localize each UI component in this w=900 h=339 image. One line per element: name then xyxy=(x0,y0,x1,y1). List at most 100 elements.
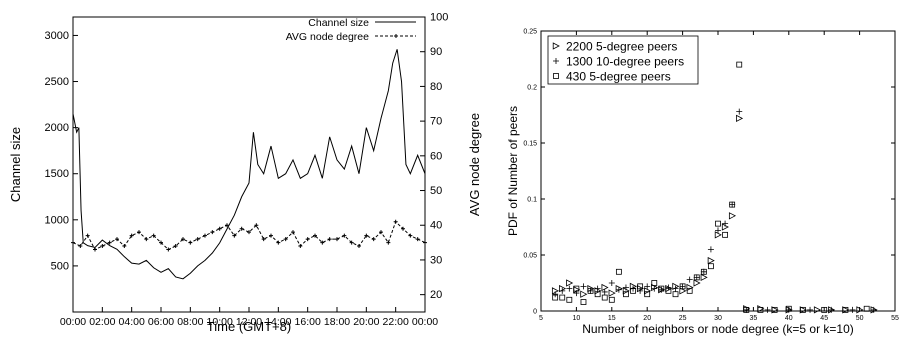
right-y-tick-label: 50 xyxy=(430,185,442,197)
right-y-tick-label: 90 xyxy=(430,46,442,58)
point-1300-10-degree xyxy=(601,288,608,295)
scatter-y-tick-label: 0.2 xyxy=(527,85,537,92)
avg-node-degree-point xyxy=(107,240,112,245)
avg-node-degree-point xyxy=(364,233,369,238)
left-y-tick-label: 2500 xyxy=(45,76,69,88)
point-1300-10-degree xyxy=(715,227,721,234)
point-430-5-degree xyxy=(580,299,587,305)
scatter-y-tick-label: 0.1 xyxy=(527,197,537,204)
point-1300-10-degree xyxy=(608,280,615,286)
point-1300-10-degree xyxy=(622,284,629,291)
point-1300-10-degree xyxy=(700,268,707,275)
point-430-5-degree xyxy=(757,306,764,313)
point-430-5-degree xyxy=(615,268,622,275)
point-430-5-degree xyxy=(800,306,806,313)
scatter-y-tick-label: 0.15 xyxy=(523,141,537,148)
legend-marker-plus xyxy=(553,58,559,64)
scatter-x-tick-label: 50 xyxy=(856,315,864,322)
avg-node-degree-point xyxy=(371,237,376,242)
right-y-tick-label: 40 xyxy=(430,220,442,232)
scatter-x-tick-label: 55 xyxy=(891,315,899,322)
point-2200-5-degree xyxy=(608,289,616,297)
avg-node-degree-line xyxy=(72,220,426,251)
point-1300-10-degree xyxy=(828,306,835,313)
point-1300-10-degree xyxy=(566,285,573,292)
left-x-tick-label: 14:00 xyxy=(265,316,291,328)
avg-node-degree-point xyxy=(78,244,83,249)
point-430-5-degree xyxy=(552,294,559,301)
point-430-5-degree xyxy=(566,296,573,303)
point-2200-5-degree xyxy=(856,306,864,314)
point-1300-10-degree xyxy=(686,276,693,283)
avg-node-degree-point xyxy=(357,244,361,249)
scatter-x-tick-label: 35 xyxy=(750,315,758,322)
right-y-tick-label: 30 xyxy=(430,254,442,266)
scatter-legend-box xyxy=(547,35,699,85)
point-1300-10-degree xyxy=(729,201,736,208)
point-430-5-degree xyxy=(630,287,636,294)
avg-node-degree-point xyxy=(115,237,119,242)
point-430-5-degree xyxy=(651,280,658,286)
point-1300-10-degree xyxy=(743,306,750,313)
avg-node-degree-point xyxy=(188,240,193,245)
avg-node-degree-point xyxy=(379,230,383,235)
point-430-5-degree xyxy=(665,287,672,294)
point-430-5-degree xyxy=(644,291,651,298)
point-430-5-degree xyxy=(743,306,750,313)
avg-node-degree-point xyxy=(415,237,420,242)
point-1300-10-degree xyxy=(651,285,658,292)
avg-node-degree-point xyxy=(122,244,127,249)
point-2200-5-degree xyxy=(813,306,821,314)
avg-node-degree-point xyxy=(269,233,273,238)
scatter-x-tick-label: 40 xyxy=(785,315,793,322)
point-1300-10-degree xyxy=(679,283,686,290)
avg-node-degree-point xyxy=(151,233,156,238)
point-430-5-degree xyxy=(729,201,736,208)
legend-avg-node-degree-marker xyxy=(394,34,398,38)
left-y-tick-label: 1500 xyxy=(45,168,69,180)
left-x-tick-label: 22:00 xyxy=(383,316,409,328)
avg-node-degree-point xyxy=(261,237,266,242)
point-1300-10-degree xyxy=(807,306,814,313)
scatter-x-tick-label: 10 xyxy=(573,315,581,322)
point-430-5-degree xyxy=(587,287,594,294)
point-1300-10-degree xyxy=(707,246,714,253)
point-1300-10-degree xyxy=(559,287,566,294)
point-430-5-degree xyxy=(771,306,778,313)
left-y-axis-label: Channel size xyxy=(8,127,23,202)
left-x-tick-label: 00:00 xyxy=(60,316,86,328)
avg-node-degree-point xyxy=(254,223,259,228)
point-430-5-degree xyxy=(601,294,608,301)
point-1300-10-degree xyxy=(594,285,601,292)
point-430-5-degree xyxy=(736,61,743,68)
left-y-tick-label: 500 xyxy=(51,260,69,272)
right-y-tick-label: 60 xyxy=(430,150,442,162)
avg-node-degree-point xyxy=(335,237,339,242)
scatter-x-tick-label: 25 xyxy=(679,315,687,322)
left-x-tick-label: 10:00 xyxy=(207,316,233,328)
channel-size-line xyxy=(72,49,426,280)
avg-node-degree-point xyxy=(217,226,222,231)
avg-node-degree-point xyxy=(137,230,141,235)
avg-node-degree-point xyxy=(320,240,325,245)
avg-node-degree-point xyxy=(283,237,288,242)
left-plot-frame xyxy=(72,16,426,313)
scatter-y-axis-label: PDF of Number of peers xyxy=(506,106,520,236)
right-y-tick-label: 70 xyxy=(430,116,442,128)
avg-node-degree-point xyxy=(239,226,244,231)
scatter-x-tick-label: 5 xyxy=(539,315,543,322)
legend-1300-label: 1300 10-degree peers xyxy=(566,55,684,69)
avg-node-degree-point xyxy=(93,247,97,252)
scatter-x-tick-label: 20 xyxy=(643,315,651,322)
point-430-5-degree xyxy=(700,268,707,275)
scatter-x-tick-label: 45 xyxy=(820,315,828,322)
scatter-x-axis-label: Number of neighbors or node degree (k=5 … xyxy=(582,322,854,336)
left-y-tick-label: 1000 xyxy=(45,214,69,226)
right-y-tick-label: 20 xyxy=(430,289,442,301)
avg-node-degree-point xyxy=(100,244,105,249)
point-430-5-degree xyxy=(559,294,566,301)
point-1300-10-degree xyxy=(764,306,771,313)
left-y-tick-label: 2000 xyxy=(45,122,69,134)
scatter-y-tick-label: 0.25 xyxy=(523,29,537,36)
